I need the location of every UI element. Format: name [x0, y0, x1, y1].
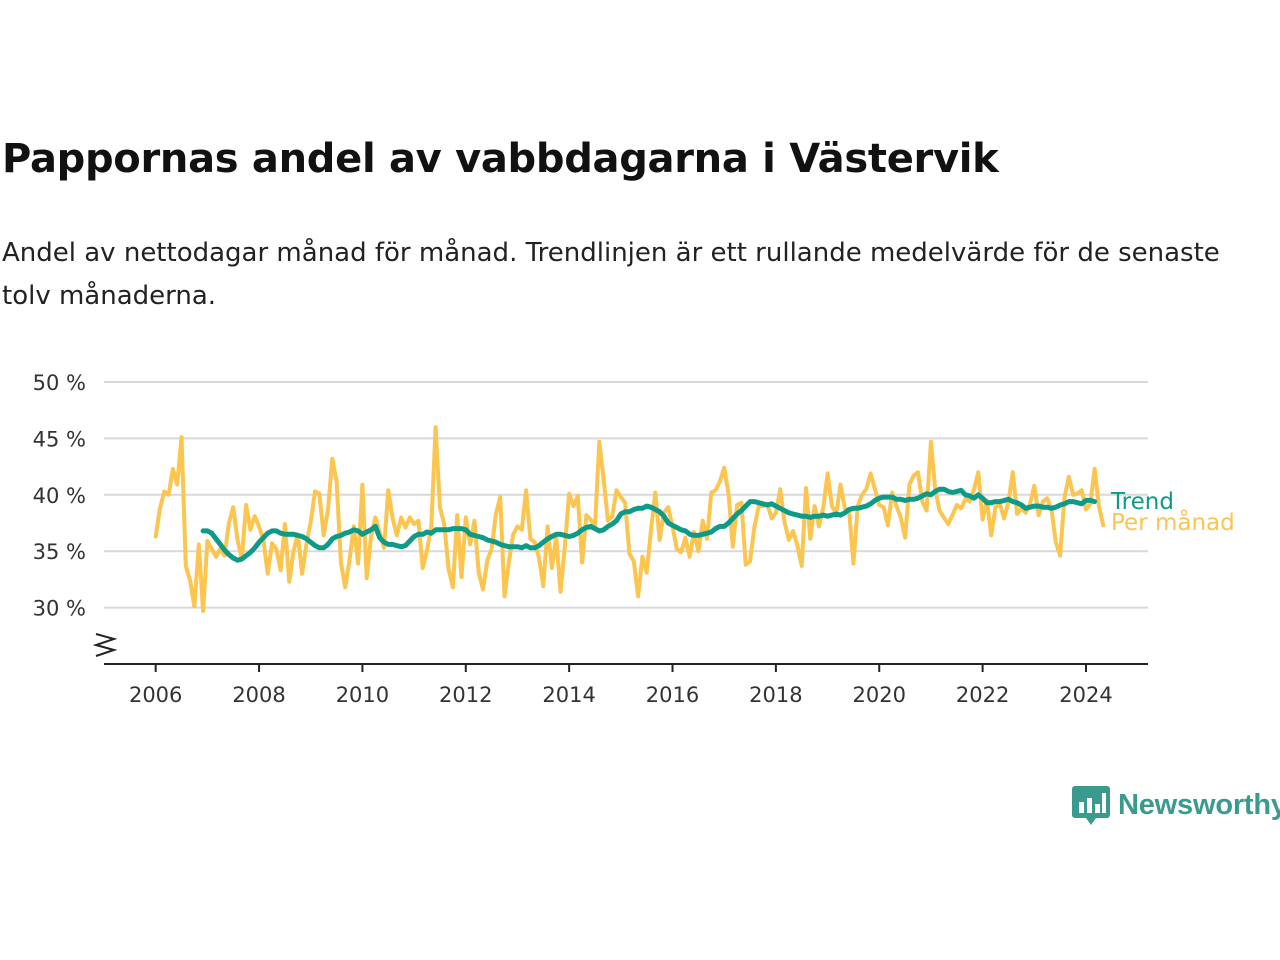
chart-title: Pappornas andel av vabbdagarna i Västerv… — [2, 136, 999, 182]
series-lines — [153, 425, 1106, 613]
grid-lines — [104, 381, 1148, 609]
newsworthy-logo-icon — [1072, 786, 1110, 825]
line-chart: 30 % 35 % 40 % 45 % 50 % 2006 2008 2010 2012 201… — [33, 371, 1235, 707]
y-axis: 30 % 35 % 40 % 45 % 50 % — [33, 371, 118, 657]
x-tick-label: 2012 — [439, 683, 492, 707]
x-tick-label: 2006 — [129, 683, 182, 707]
y-tick-label: 50 % — [33, 371, 86, 395]
x-tick-label: 2018 — [749, 683, 802, 707]
y-tick-label: 35 % — [33, 540, 86, 564]
x-axis: 2006 2008 2010 2012 2014 2016 2018 2020 2022 2024 — [104, 663, 1148, 707]
x-tick-label: 2020 — [853, 683, 906, 707]
newsworthy-logo: Newsworthy — [1072, 784, 1280, 826]
x-tick-label: 2016 — [646, 683, 699, 707]
legend-label-per-manad: Per månad — [1111, 508, 1235, 536]
x-tick-label: 2014 — [542, 683, 595, 707]
x-tick-label: 2008 — [232, 683, 285, 707]
legend-label-trend: Trend — [1110, 489, 1174, 515]
y-tick-label: 40 % — [33, 484, 86, 508]
x-tick-label: 2010 — [336, 683, 389, 707]
newsworthy-logo-text: Newsworthy — [1118, 788, 1280, 821]
series-line-per-manad — [153, 425, 1106, 613]
y-tick-label: 45 % — [33, 427, 86, 451]
y-axis-break — [92, 633, 118, 657]
chart-subtitle: Andel av nettodagar månad för månad. Tre… — [2, 238, 1220, 311]
x-tick-label: 2022 — [956, 683, 1009, 707]
y-tick-label: 30 % — [33, 597, 86, 621]
x-tick-label: 2024 — [1059, 683, 1112, 707]
series-line-trend — [200, 486, 1098, 563]
